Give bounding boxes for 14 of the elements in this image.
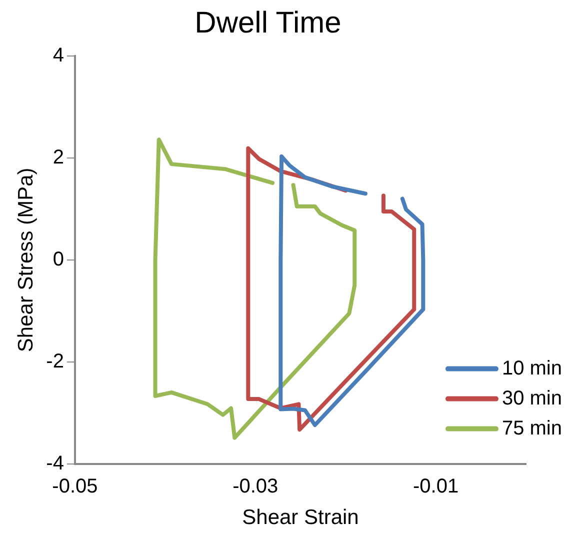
y-tick-label: 0 (52, 248, 64, 270)
y-tick-label: 2 (52, 146, 64, 168)
chart-title: Dwell Time (194, 6, 342, 40)
x-tick-label: -0.05 (52, 475, 98, 498)
legend-label: 10 min (502, 357, 562, 380)
y-tick-label: -2 (46, 350, 64, 372)
legend-label: 30 min (502, 387, 562, 410)
x-tick-label: -0.01 (413, 475, 459, 498)
x-axis-title: Shear Strain (242, 506, 359, 530)
y-axis-title: Shear Stress (MPa) (14, 168, 38, 352)
legend-label: 75 min (502, 417, 562, 440)
x-tick-label: -0.03 (232, 475, 278, 498)
y-tick-label: -4 (46, 452, 64, 474)
y-tick-label: 4 (52, 44, 64, 67)
